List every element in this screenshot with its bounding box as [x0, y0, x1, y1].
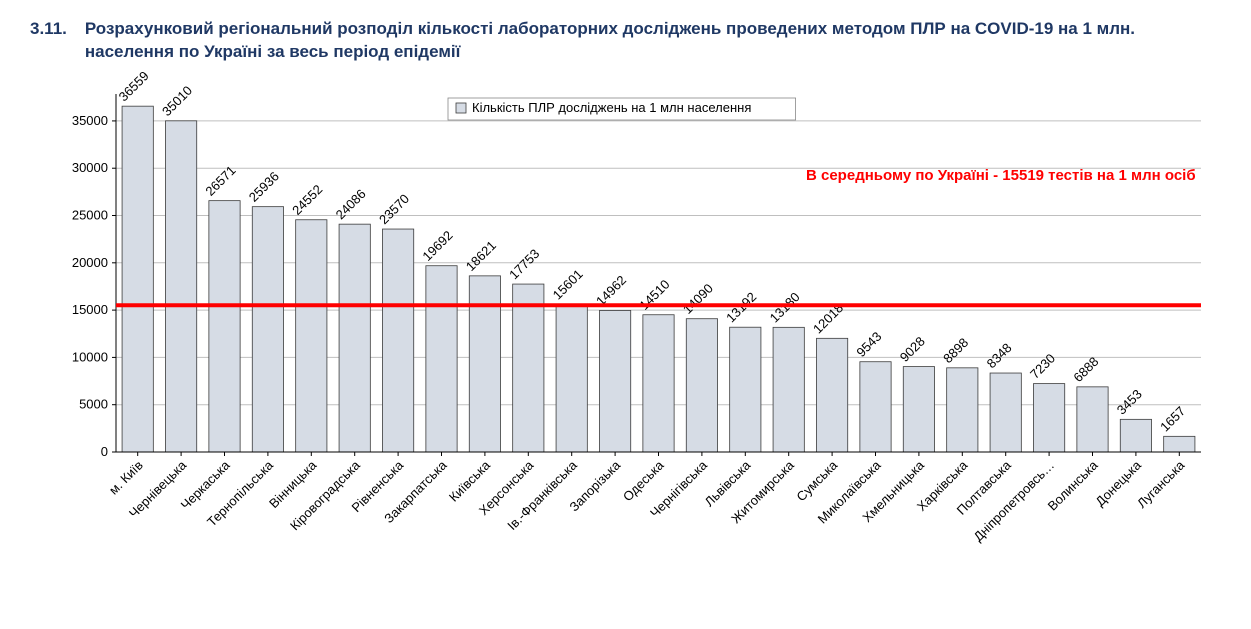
bar-value-label: 8898 — [940, 335, 971, 366]
pcr-tests-per-million-chart: 0 5000 10000 15000 20000 25000 30000 35000 36559… — [36, 72, 1216, 592]
y-tick-label: 20000 — [71, 255, 107, 270]
bar — [1120, 419, 1151, 452]
bar — [512, 284, 543, 452]
y-tick-label: 10000 — [71, 349, 107, 364]
category-label: м. Київ — [105, 457, 145, 497]
bar — [642, 315, 673, 452]
bar — [339, 224, 370, 452]
section-heading: 3.11. Розрахунковий регіональний розподі… — [30, 18, 1221, 64]
bar-value-label: 24086 — [332, 186, 368, 222]
average-line-label: В середньому по Україні - 15519 тестів н… — [806, 167, 1196, 184]
bar-value-label: 9543 — [853, 329, 884, 360]
section-title: Розрахунковий регіональний розподіл кіль… — [85, 18, 1221, 64]
bar — [903, 366, 934, 451]
bar — [1076, 387, 1107, 452]
bar-value-label: 13192 — [723, 289, 759, 325]
bar — [1163, 436, 1194, 452]
bar — [990, 373, 1021, 452]
bar — [859, 362, 890, 452]
bar — [599, 310, 630, 452]
bar-value-label: 19692 — [419, 228, 455, 264]
bar — [469, 276, 500, 452]
bar — [946, 368, 977, 452]
bar-value-label: 14510 — [636, 277, 672, 313]
page: 3.11. Розрахунковий регіональний розподі… — [0, 0, 1251, 629]
bar — [556, 304, 587, 452]
bar-value-label: 9028 — [896, 334, 927, 365]
bar-value-label: 24552 — [289, 182, 325, 218]
bar-value-label: 36559 — [115, 72, 151, 104]
bar-value-label: 7230 — [1026, 351, 1057, 382]
bar — [295, 220, 326, 452]
bar-value-label: 14090 — [679, 281, 715, 317]
y-tick-label: 35000 — [71, 113, 107, 128]
legend-swatch — [456, 103, 466, 113]
bar — [252, 207, 283, 452]
bar — [208, 201, 239, 452]
bar-value-label: 23570 — [375, 191, 411, 227]
bar — [773, 327, 804, 452]
bar-value-label: 17753 — [506, 246, 542, 282]
bar — [382, 229, 413, 452]
bar — [425, 266, 456, 452]
bar-value-label: 6888 — [1070, 354, 1101, 385]
bar-value-label: 3453 — [1113, 386, 1144, 417]
y-tick-label: 0 — [100, 444, 107, 459]
category-label: Луганська — [1134, 457, 1188, 511]
bar-value-label: 35010 — [158, 83, 194, 119]
y-tick-label: 25000 — [71, 207, 107, 222]
bar-value-label: 14962 — [592, 272, 628, 308]
bar — [122, 106, 153, 452]
y-tick-label: 5000 — [79, 397, 108, 412]
y-tick-label: 30000 — [71, 160, 107, 175]
chart-svg: 0 5000 10000 15000 20000 25000 30000 35000 36559… — [36, 72, 1216, 592]
bar-value-label: 1657 — [1157, 403, 1188, 434]
bar-value-label: 8348 — [983, 340, 1014, 371]
bar-value-label: 25936 — [245, 168, 281, 204]
legend-label: Кількість ПЛР досліджень на 1 млн населе… — [472, 100, 751, 115]
y-tick-label: 15000 — [71, 302, 107, 317]
bar — [816, 338, 847, 452]
bar-value-label: 15601 — [549, 266, 585, 302]
bar-value-label: 13180 — [766, 289, 802, 325]
section-number: 3.11. — [30, 18, 67, 41]
bar — [686, 319, 717, 452]
bar — [1033, 383, 1064, 451]
category-label: Дніпропетровсь… — [970, 457, 1057, 544]
bar — [729, 327, 760, 452]
bar-value-label: 18621 — [462, 238, 498, 274]
bar — [165, 121, 196, 452]
